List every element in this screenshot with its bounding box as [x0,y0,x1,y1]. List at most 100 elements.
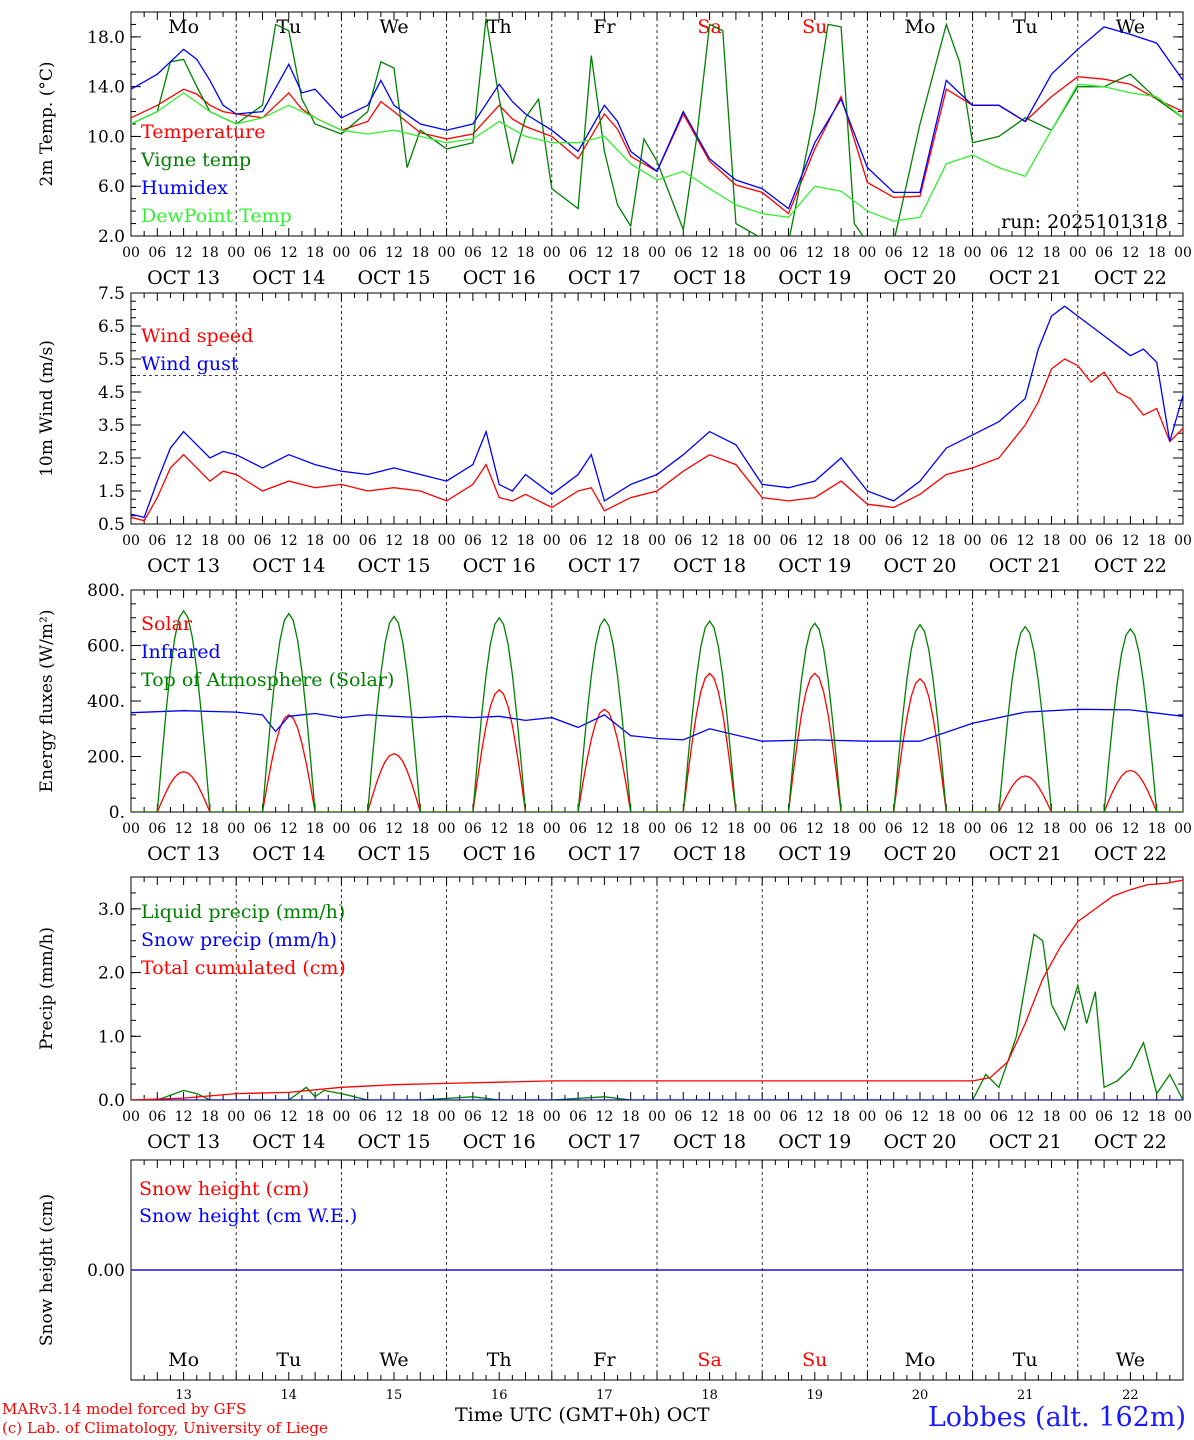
day-label: OCT 19 [778,1131,851,1153]
hour-tick-label: 00 [753,1109,771,1125]
hour-tick-label: 06 [569,245,587,261]
day-label: OCT 20 [883,843,956,865]
hour-tick-label: 06 [464,533,482,549]
y-tick-label: 0.5 [98,515,125,535]
hour-tick-label: 12 [1121,533,1139,549]
hour-tick-label: 06 [569,1109,587,1125]
hour-tick-label: 12 [806,821,824,837]
hour-tick-label: 18 [622,821,640,837]
hour-tick-label: 12 [595,821,613,837]
credit-model: MARv3.14 model forced by GFS [2,1400,247,1418]
hour-tick-label: 06 [885,533,903,549]
day-label: OCT 13 [147,267,220,289]
hour-tick-label: 00 [122,1109,140,1125]
hour-tick-label: 00 [227,821,245,837]
hour-tick-label: 12 [385,821,403,837]
hour-tick-label: 12 [175,821,193,837]
hour-tick-label: 06 [1095,821,1113,837]
day-label: OCT 19 [778,267,851,289]
weekday-label: Su [802,16,827,38]
hour-tick-label: 00 [438,1109,456,1125]
panel-snow: 0.00 Snow height (cm) Mo 13 Tu 14 We 15 Th 16 Fr 17… [37,1159,1184,1403]
y-tick-label: 2.5 [98,449,125,469]
series-wind-gust [131,305,1183,519]
day-number: 22 [1122,1388,1139,1403]
hour-tick-label: 06 [1095,245,1113,261]
hour-tick-label: 00 [753,821,771,837]
day-label: OCT 18 [673,555,746,577]
hour-tick-label: 12 [1016,821,1034,837]
hour-tick-label: 12 [806,245,824,261]
hour-tick-label: 12 [595,245,613,261]
day-label: OCT 15 [357,1131,430,1153]
panel-precip: 0.0 1.0 2.0 3.0 Precip (mm/h) 00 06 12 18 OCT 13 0… [37,876,1192,1153]
hour-tick-label: 18 [517,533,535,549]
series-infrared [131,708,1183,742]
day-label: OCT 16 [463,1131,536,1153]
day-label: OCT 16 [463,555,536,577]
day-label: OCT 22 [1094,843,1167,865]
hour-tick-label: 18 [1043,245,1061,261]
day-number: 21 [1017,1388,1034,1403]
day-label: OCT 13 [147,843,220,865]
day-label: OCT 19 [778,555,851,577]
legend-top-of-atmosphere-solar-: Top of Atmosphere (Solar) [141,669,394,691]
y-tick-label: 0. [109,803,125,823]
hour-tick-label: 18 [727,533,745,549]
day-label: OCT 21 [989,267,1062,289]
hour-tick-label: 00 [122,821,140,837]
y-tick-label: 10.0 [87,127,125,147]
hour-tick-label: 00 [858,245,876,261]
weekday-label: Tu [1013,1349,1038,1371]
hour-tick-label: 12 [280,245,298,261]
y-tick-label: 18.0 [87,28,125,48]
hour-tick-label: 06 [780,821,798,837]
day-label: OCT 22 [1094,555,1167,577]
hour-tick-label: 12 [911,1109,929,1125]
weekday-label: Mo [905,16,936,38]
x-axis-title-text: Time UTC (GMT+0h) [455,1404,661,1426]
weekday-label: Tu [1013,16,1038,38]
series-group [131,305,1183,522]
hour-tick-label: 18 [937,1109,955,1125]
hour-tick-label: 00 [964,533,982,549]
legend-vigne-temp: Vigne temp [140,149,251,171]
y-tick-label: 2.0 [98,964,125,984]
day-label: OCT 15 [357,555,430,577]
y-tick-label: 0.0 [98,1091,125,1111]
hour-tick-label: 00 [543,533,561,549]
hour-tick-label: 18 [1043,1109,1061,1125]
hour-tick-label: 18 [201,533,219,549]
day-label: OCT 21 [989,1131,1062,1153]
hour-tick-label: 00 [1174,245,1192,261]
hour-tick-label: 06 [359,245,377,261]
hour-tick-label: 00 [438,533,456,549]
hour-tick-label: 12 [1121,1109,1139,1125]
hour-tick-label: 18 [1148,245,1166,261]
series-wind-speed [131,358,1183,522]
legend-snow-precip-mm-h-: Snow precip (mm/h) [141,929,337,951]
day-number: 14 [281,1388,298,1403]
weekday-label: Mo [905,1349,936,1371]
weekday-label: Mo [168,1349,199,1371]
hour-tick-label: 00 [648,1109,666,1125]
legend-wind-speed: Wind speed [141,325,253,347]
y-tick-label: 4.5 [98,383,125,403]
weekday-label: Tu [276,16,301,38]
day-label: OCT 14 [252,1131,325,1153]
day-number: 18 [701,1388,718,1403]
hour-tick-label: 18 [832,1109,850,1125]
day-label: OCT 19 [778,843,851,865]
hour-tick-label: 06 [674,1109,692,1125]
hour-tick-label: 12 [806,1109,824,1125]
hour-tick-label: 12 [490,533,508,549]
hour-tick-label: 18 [411,1109,429,1125]
y-tick-label: 600. [87,637,125,657]
hour-tick-label: 18 [727,1109,745,1125]
day-number: 15 [386,1388,403,1403]
y-tick-label: 14.0 [87,78,125,98]
hour-tick-label: 12 [701,821,719,837]
hour-tick-label: 18 [201,821,219,837]
y-tick-label: 6.5 [98,317,125,337]
